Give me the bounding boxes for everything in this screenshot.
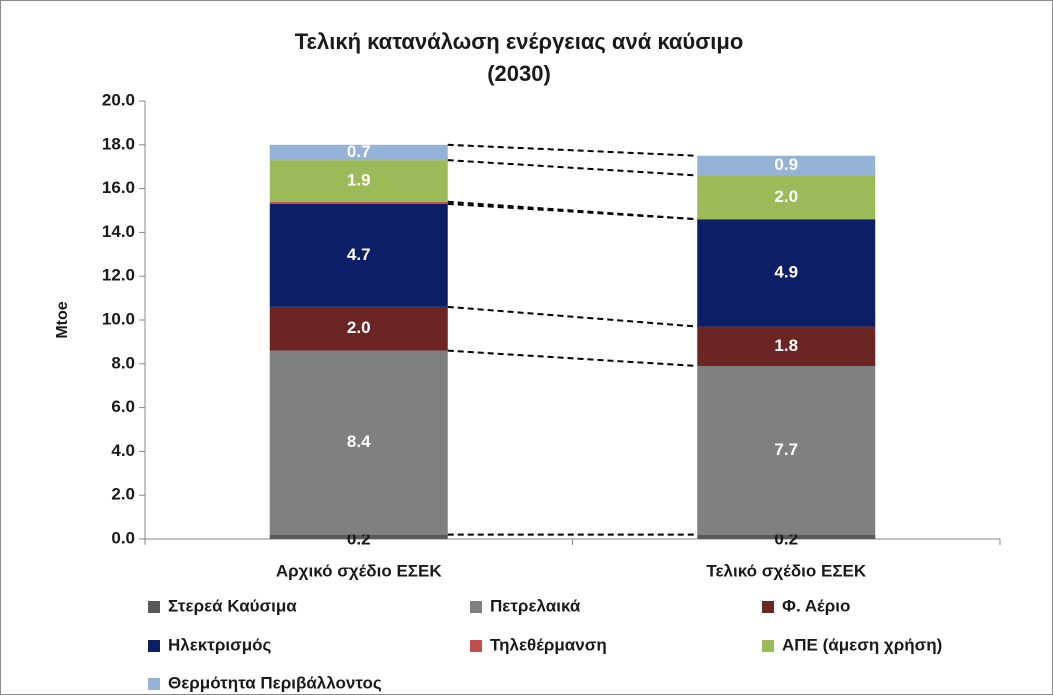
bar-segment [697,219,876,327]
legend-swatch [470,640,482,652]
y-tick-label: 0.0 [111,528,135,547]
connector [447,143,698,157]
legend-label: Πετρελαικά [490,596,581,615]
data-label: 8.4 [347,432,371,451]
legend-label: ΑΠΕ (άμεση χρήση) [782,635,942,654]
bar-segment [269,201,448,204]
legend-swatch [470,601,482,613]
y-tick-label: 10.0 [102,309,135,328]
legend-label: Φ. Αέριο [782,596,850,615]
y-tick-label: 2.0 [111,485,135,504]
y-tick-label: 6.0 [111,397,135,416]
y-tick-label: 14.0 [102,222,135,241]
data-label: 1.9 [347,170,371,189]
data-label: 0.7 [347,142,371,161]
legend-swatch [148,640,160,652]
y-tick-label: 12.0 [102,266,135,285]
y-tick-label: 18.0 [102,134,135,153]
bar-segment [269,203,448,307]
y-tick-label: 4.0 [111,441,135,460]
y-tick-label: 8.0 [111,353,135,372]
legend-label: Στερεά Καύσιμα [168,596,297,615]
bar-segment [697,175,876,220]
y-axis-label: Mtoe [54,301,71,338]
bar-segment [697,326,876,366]
legend-swatch [148,601,160,613]
bar-segment [269,144,448,161]
data-label: 2.0 [774,187,798,206]
bar-segment [697,365,876,535]
x-tick-label: Τελικό σχέδιο ΕΣΕΚ [706,561,866,580]
connector [447,349,698,367]
connector [447,305,698,328]
legend-swatch [762,640,774,652]
data-label: 2.0 [347,318,371,337]
legend-swatch [148,678,160,690]
legend-swatch [762,601,774,613]
data-label: 4.9 [774,262,798,281]
data-label: 7.7 [774,440,798,459]
data-label: 0.9 [774,155,798,174]
bar-segment [269,160,448,202]
connector [447,202,698,221]
bar-segment [269,350,448,535]
bar-segment [269,306,448,351]
legend-label: Θερμότητα Περιβάλλοντος [168,673,382,692]
bar-segment [269,534,448,539]
x-tick-label: Αρχικό σχέδιο ΕΣΕΚ [276,561,442,580]
bar-segment [697,155,876,176]
connector [447,200,698,221]
y-tick-label: 16.0 [102,178,135,197]
chart-title: Τελική κατανάλωση ενέργειας ανά καύσιμο [295,29,744,54]
chart-subtitle: (2030) [487,61,551,86]
legend-label: Ηλεκτρισμός [168,635,272,654]
y-tick-label: 20.0 [102,90,135,109]
data-label: 4.7 [347,245,371,264]
connector [447,159,698,177]
legend-label: Τηλεθέρμανση [490,635,607,654]
data-label: 1.8 [774,336,798,355]
bar-segment [697,534,876,539]
